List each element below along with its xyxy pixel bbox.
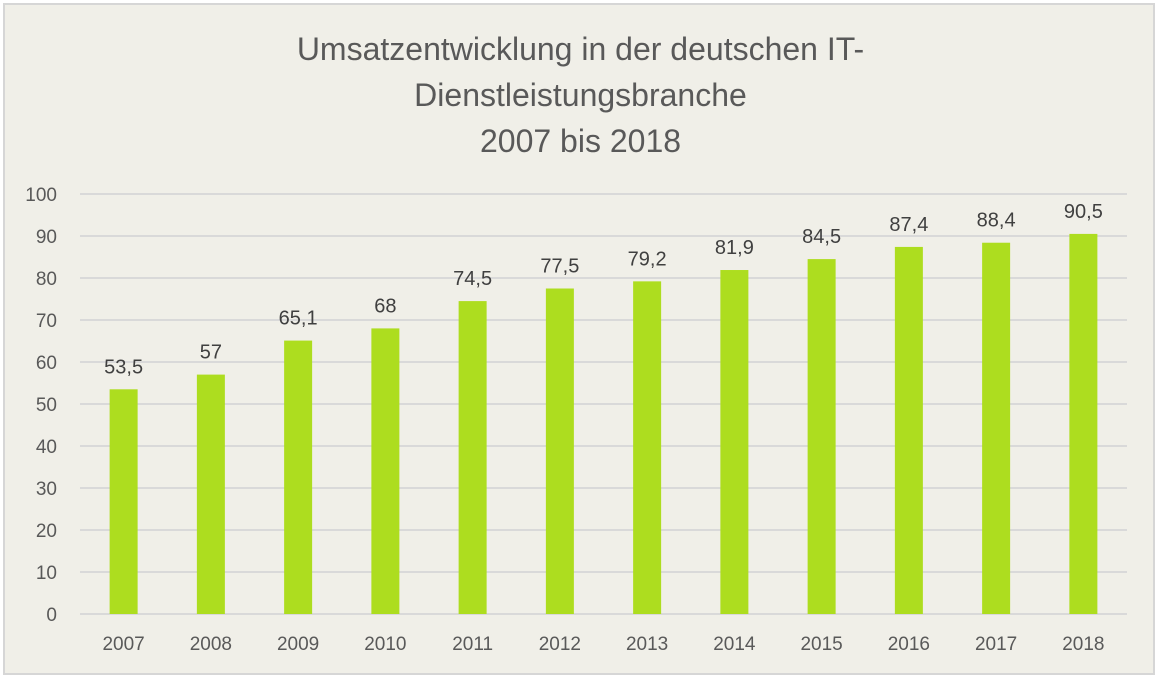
y-tick-label: 30	[36, 479, 57, 500]
data-label: 57	[200, 342, 222, 364]
chart-title-line-1: Umsatzentwicklung in der deutschen IT-	[296, 31, 865, 67]
y-tick-label: 60	[36, 353, 57, 374]
bar	[633, 281, 662, 614]
x-tick-label: 2011	[452, 634, 493, 655]
data-label: 65,1	[279, 308, 318, 330]
x-tick-label: 2016	[888, 634, 930, 655]
x-tick-label: 2012	[539, 634, 581, 655]
y-tick-label: 70	[36, 311, 57, 332]
chart-title-line-2: Dienstleistungsbranche	[414, 77, 747, 113]
bar	[894, 246, 923, 615]
x-tick-label: 2010	[364, 634, 406, 655]
data-label: 53,5	[104, 356, 143, 378]
x-tick-label: 2008	[190, 634, 232, 655]
bar	[109, 389, 138, 614]
x-tick-label: 2017	[975, 634, 1017, 655]
x-tick-label: 2013	[626, 634, 668, 655]
bar	[284, 340, 313, 614]
bar	[720, 270, 749, 614]
bar	[982, 242, 1011, 614]
bar	[545, 288, 574, 614]
bar	[458, 301, 487, 614]
data-label: 77,5	[540, 256, 579, 278]
x-tick-label: 2018	[1062, 634, 1104, 655]
data-label: 84,5	[802, 226, 841, 248]
bar	[1069, 233, 1098, 614]
y-tick-label: 10	[36, 563, 57, 584]
bar	[196, 374, 225, 614]
data-label: 88,4	[977, 210, 1016, 232]
bar	[371, 328, 400, 614]
x-tick-label: 2007	[102, 634, 144, 655]
data-label: 74,5	[453, 268, 492, 290]
data-label: 90,5	[1064, 201, 1103, 223]
data-label: 68	[374, 295, 396, 317]
chart-frame	[3, 3, 1155, 675]
y-tick-label: 20	[36, 521, 57, 542]
data-label: 81,9	[715, 237, 754, 259]
data-label: 79,2	[628, 248, 667, 270]
y-tick-label: 50	[36, 395, 57, 416]
x-tick-label: 2009	[277, 634, 319, 655]
y-tick-label: 80	[36, 269, 57, 290]
x-tick-label: 2015	[800, 634, 842, 655]
data-label: 87,4	[889, 214, 928, 236]
y-tick-label: 100	[25, 185, 57, 206]
y-tick-label: 40	[36, 437, 57, 458]
bar	[807, 259, 836, 614]
y-tick-label: 0	[46, 605, 57, 626]
x-tick-label: 2014	[713, 634, 756, 655]
chart-title-line-3: 2007 bis 2018	[479, 123, 682, 159]
y-tick-label: 90	[36, 227, 57, 248]
chart-title: Umsatzentwicklung in der deutschen IT- D…	[0, 26, 1161, 164]
